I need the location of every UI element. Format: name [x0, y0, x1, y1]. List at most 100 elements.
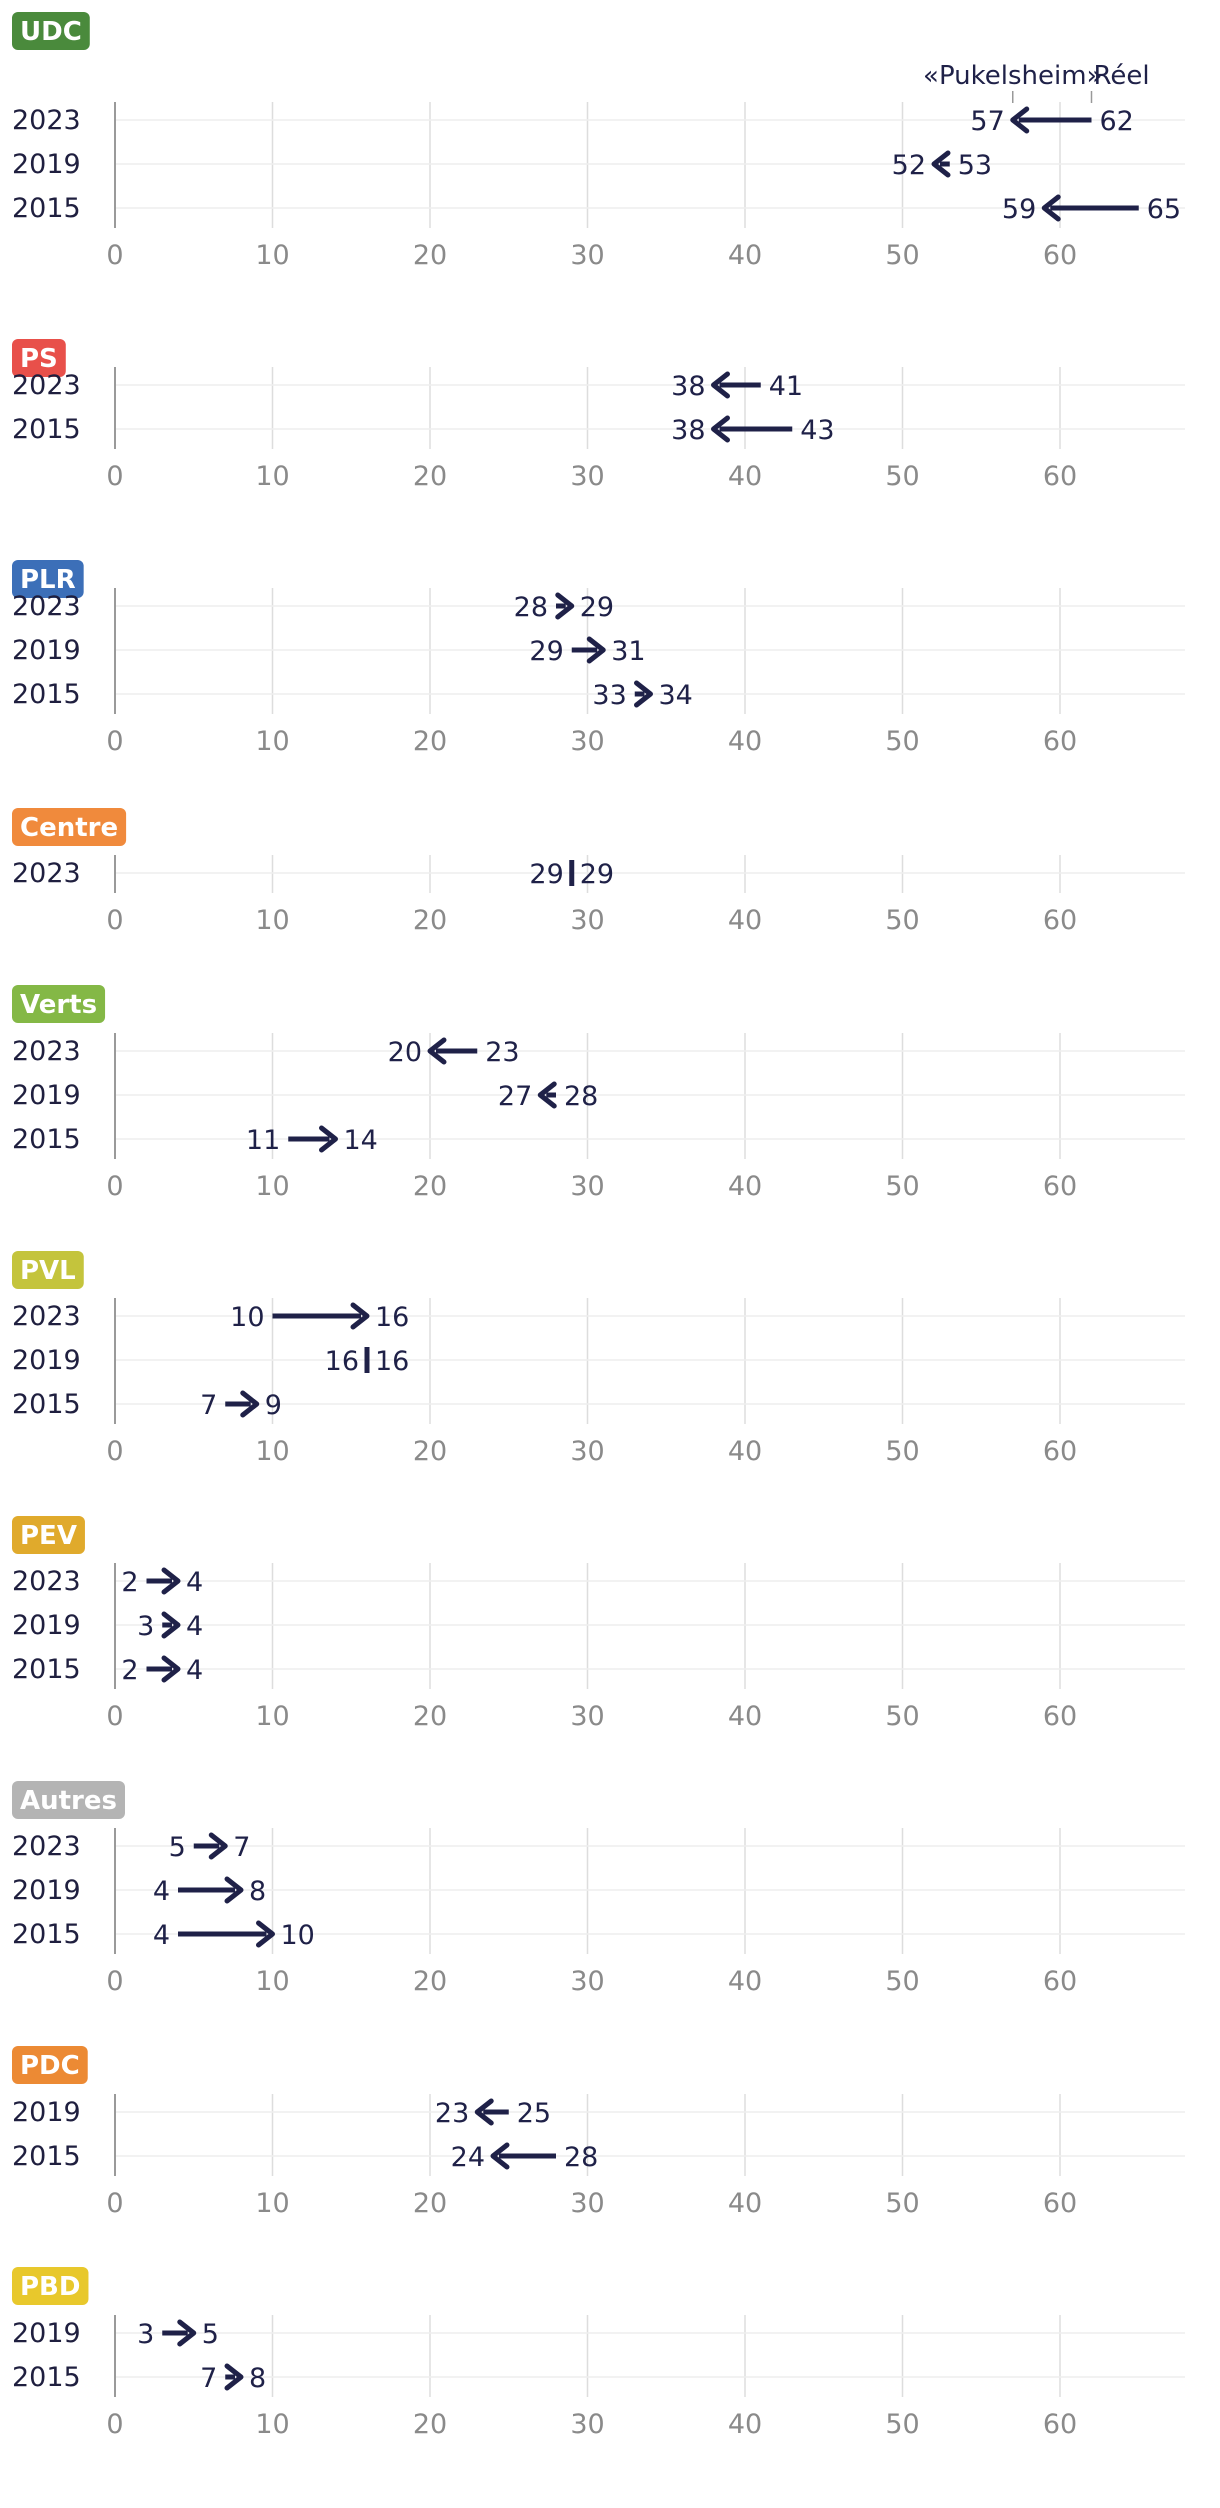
x-tick-label: 30 [570, 1966, 604, 1997]
pukelsheim-value-label: 10 [281, 1920, 315, 1951]
real-value-label: 10 [230, 1302, 264, 1333]
x-tick-label: 50 [885, 1436, 919, 1467]
panel-udc: UDC 0 10 20 30 40 50 60 2023 57 62 2019 52 53 2015 59 65… [12, 12, 1185, 271]
x-tick-label: 60 [1043, 240, 1077, 271]
year-label: 2023 [12, 105, 81, 136]
arrow-head [224, 1876, 244, 1904]
x-tick-label: 10 [255, 1171, 289, 1202]
x-tick-label: 30 [570, 1701, 604, 1732]
x-tick-label: 40 [728, 1966, 762, 1997]
x-tick-label: 50 [885, 2188, 919, 2219]
data-row-2015: 2015 4 10 [12, 1919, 315, 1951]
x-tick-label: 50 [885, 1966, 919, 1997]
x-tick-label: 40 [728, 240, 762, 271]
real-value-label: 41 [769, 371, 803, 402]
party-badge [12, 808, 127, 846]
pukelsheim-value-label: 4 [186, 1567, 203, 1598]
pukelsheim-value-label: 4 [186, 1611, 203, 1642]
party-badge [12, 339, 66, 377]
panel-pev: PEV 0 10 20 30 40 50 60 2023 2 4 2019 3 4 2015 2 4 [12, 1516, 1185, 1732]
real-value-label: 62 [1100, 106, 1134, 137]
panel-autres: Autres 0 10 20 30 40 50 60 2023 5 7 2019 4 8 2015 4 10 [12, 1781, 1185, 1997]
arrow-head [177, 2319, 197, 2347]
x-tick-label: 50 [885, 240, 919, 271]
year-label: 2015 [12, 193, 81, 224]
year-label: 2019 [12, 2097, 81, 2128]
x-tick-label: 40 [728, 1701, 762, 1732]
year-label: 2023 [12, 858, 81, 889]
data-row-2019: 2019 23 25 [12, 2097, 551, 2129]
pukelsheim-value-label: 31 [611, 636, 645, 667]
x-tick-label: 20 [413, 1701, 447, 1732]
year-label: 2015 [12, 1389, 81, 1420]
year-label: 2015 [12, 2362, 81, 2393]
data-row-2015: 2015 59 65 [12, 193, 1181, 225]
arrow-head [1010, 106, 1030, 134]
party-badge [12, 985, 106, 1023]
year-label: 2015 [12, 2141, 81, 2172]
real-value-label: 23 [485, 1037, 519, 1068]
year-label: 2023 [12, 1831, 81, 1862]
party-label: UDC [20, 17, 82, 47]
arrow-head [586, 636, 606, 664]
data-row-2023: 2023 29 29 [12, 858, 614, 890]
x-tick-label: 20 [413, 240, 447, 271]
x-tick-label: 30 [570, 461, 604, 492]
x-tick-label: 60 [1043, 1171, 1077, 1202]
party-label: PDC [20, 2051, 80, 2081]
arrow-head [490, 2142, 510, 2170]
pukelsheim-value-label: 9 [265, 1390, 282, 1421]
x-tick-label: 30 [570, 2188, 604, 2219]
x-tick-label: 50 [885, 461, 919, 492]
x-tick-label: 30 [570, 2409, 604, 2440]
x-tick-label: 20 [413, 726, 447, 757]
legend: «Pukelsheim»Réel [923, 61, 1150, 103]
real-value-label: 28 [514, 592, 548, 623]
x-tick-label: 50 [885, 905, 919, 936]
x-tick-label: 60 [1043, 2188, 1077, 2219]
x-tick-label: 0 [106, 1966, 123, 1997]
panel-pvl: PVL 0 10 20 30 40 50 60 2023 10 16 2019 16 16 2015 7 9 [12, 1251, 1185, 1467]
real-value-label: 33 [592, 680, 626, 711]
data-row-2023: 2023 10 16 [12, 1301, 409, 1333]
party-badge [12, 1781, 125, 1819]
arrow-head [474, 2098, 494, 2126]
arrow-head [319, 1125, 338, 1153]
x-tick-label: 40 [728, 2188, 762, 2219]
real-value-label: 3 [137, 1611, 154, 1642]
x-tick-label: 60 [1043, 2409, 1077, 2440]
data-row-2015: 2015 24 28 [12, 2141, 598, 2173]
data-row-2023: 2023 28 29 [12, 591, 614, 623]
x-tick-label: 40 [728, 1171, 762, 1202]
x-tick-label: 50 [885, 1171, 919, 1202]
pukelsheim-value-label: 14 [344, 1125, 378, 1156]
data-row-2015: 2015 33 34 [12, 679, 693, 711]
real-value-label: 4 [153, 1920, 170, 1951]
pukelsheim-value-label: 8 [249, 1876, 266, 1907]
pukelsheim-value-label: 16 [375, 1302, 409, 1333]
arrow-head [555, 592, 575, 620]
data-row-2015: 2015 2 4 [12, 1654, 203, 1686]
x-tick-label: 40 [728, 905, 762, 936]
x-tick-label: 30 [570, 726, 604, 757]
x-tick-label: 20 [413, 1171, 447, 1202]
x-tick-label: 10 [255, 726, 289, 757]
x-tick-label: 30 [570, 905, 604, 936]
real-value-label: 28 [564, 2142, 598, 2173]
party-badge [12, 1516, 85, 1554]
arrow-head [350, 1302, 370, 1330]
legend-real-label: Réel [1093, 61, 1149, 91]
x-tick-label: 40 [728, 726, 762, 757]
x-tick-label: 20 [413, 2409, 447, 2440]
arrow-head [161, 1655, 181, 1683]
data-row-2023: 2023 57 62 [12, 105, 1134, 137]
data-row-2015: 2015 38 43 [12, 414, 835, 446]
x-tick-label: 30 [570, 1171, 604, 1202]
real-value-label: 53 [958, 150, 992, 181]
year-label: 2023 [12, 1301, 81, 1332]
data-row-2015: 2015 11 14 [12, 1124, 378, 1156]
party-label: PEV [20, 1521, 77, 1551]
pukelsheim-value-label: 20 [388, 1037, 422, 1068]
data-row-2019: 2019 27 28 [12, 1080, 598, 1112]
year-label: 2019 [12, 149, 81, 180]
